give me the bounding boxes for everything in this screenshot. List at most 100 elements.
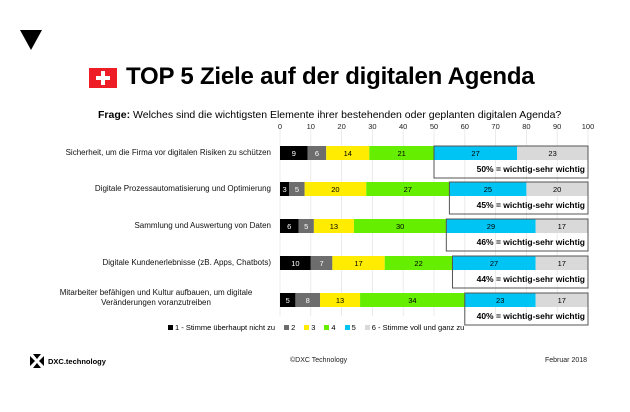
bar-value-label: 30 (396, 222, 404, 231)
bar-value-label: 29 (487, 222, 495, 231)
legend-label: 6 - Stimme voll und ganz zu (371, 323, 465, 332)
bar-segment (526, 182, 588, 196)
legend-label: 1 - Stimme überhaupt nicht zu (175, 323, 276, 332)
importance-annotation: 50% = wichtig-sehr wichtig (477, 164, 585, 174)
bar-value-label: 17 (354, 259, 362, 268)
legend-swatch (168, 325, 173, 330)
legend-swatch (284, 325, 290, 330)
legend-item: 2 (284, 323, 295, 332)
bar-segment (313, 219, 354, 233)
copyright-text: ©DXC Technology (290, 357, 348, 364)
bar-value-label: 27 (404, 185, 412, 194)
bar-value-label: 21 (397, 149, 405, 158)
importance-highlight-box (451, 255, 589, 289)
bar-value-label: 5 (286, 296, 290, 305)
importance-annotation: 45% = wichtig-sehr wichtig (477, 200, 585, 210)
bar-value-label: 6 (287, 222, 291, 231)
legend-item: 4 (324, 323, 336, 332)
legend-label: 4 (331, 323, 336, 332)
bar-segment (310, 256, 333, 270)
x-tick-label: 30 (368, 122, 376, 131)
bar-segment (320, 293, 361, 307)
bar-segment (434, 146, 518, 160)
bar-segment (360, 293, 465, 307)
bar-segment (289, 182, 305, 196)
bar-value-label: 13 (330, 222, 338, 231)
category-label: Sicherheit, um die Firma vor digitalen R… (65, 148, 271, 157)
importance-highlight-box (464, 292, 589, 326)
bar-segment (535, 293, 588, 307)
legend-item: 6 - Stimme voll und ganz zu (364, 323, 465, 332)
bar-value-label: 7 (319, 259, 323, 268)
importance-annotation: 44% = wichtig-sehr wichtig (477, 274, 585, 284)
dxc-logo-icon (30, 354, 44, 368)
swiss-flag-icon (89, 68, 117, 88)
bar-value-label: 9 (292, 149, 296, 158)
bar-value-label: 3 (283, 185, 287, 194)
bar-value-label: 22 (414, 259, 422, 268)
x-tick-label: 0 (278, 122, 282, 131)
bar-segment (307, 146, 327, 160)
bar-value-label: 13 (336, 296, 344, 305)
x-tick-label: 40 (399, 122, 407, 131)
bar-value-label: 20 (553, 185, 561, 194)
importance-highlight-box (433, 145, 589, 179)
importance-highlight-box (445, 218, 589, 252)
bar-segment (298, 219, 314, 233)
legend-swatch (364, 325, 370, 330)
bar-segment (517, 146, 588, 160)
question-prefix: Frage: (98, 109, 131, 121)
dxc-logo: DXC.technology (30, 354, 106, 368)
legend-label: 2 (291, 323, 296, 332)
x-tick-label: 60 (461, 122, 469, 131)
bar-segment (332, 256, 385, 270)
x-tick-label: 100 (582, 122, 595, 131)
bar-value-label: 25 (484, 185, 492, 194)
bar-value-label: 23 (548, 149, 556, 158)
collapse-triangle-icon (20, 30, 42, 50)
importance-annotation: 46% = wichtig-sehr wichtig (477, 237, 585, 247)
bar-segment (280, 146, 308, 160)
question-text: Frage: Welches sind die wichtigsten Elem… (98, 109, 561, 121)
x-tick-label: 10 (307, 122, 315, 131)
x-tick-label: 50 (430, 122, 438, 131)
bar-value-label: 34 (408, 296, 416, 305)
bar-segment (353, 219, 447, 233)
bar-value-label: 20 (331, 185, 339, 194)
question-body: Welches sind die wichtigsten Elemente ih… (130, 109, 562, 121)
category-label: Digitale Prozessautomatisierung und Opti… (94, 184, 271, 193)
legend-item: 5 (344, 323, 356, 332)
category-label: Digitale Kundenerlebnisse (zB. Apps, Cha… (102, 258, 271, 267)
legend-label: 3 (311, 323, 316, 332)
bar-segment (280, 182, 290, 196)
legend-item: 1 - Stimme überhaupt nicht zu (168, 323, 275, 332)
importance-annotation: 40% = wichtig-sehr wichtig (477, 311, 585, 321)
page-title: TOP 5 Ziele auf der digitalen Agenda (126, 63, 535, 90)
legend-swatch (344, 325, 350, 330)
legend-swatch (304, 325, 310, 330)
bar-value-label: 8 (306, 296, 310, 305)
bar-segment (449, 182, 527, 196)
bar-segment (304, 182, 367, 196)
bar-segment (384, 256, 453, 270)
logo-text: DXC.technology (48, 356, 106, 366)
bar-value-label: 5 (295, 185, 299, 194)
bar-segment (366, 182, 450, 196)
date-text: Februar 2018 (545, 357, 588, 364)
bar-segment (369, 146, 434, 160)
bar-segment (535, 219, 588, 233)
bar-segment (326, 146, 370, 160)
bar-segment (280, 293, 296, 307)
legend-item: 3 (304, 323, 315, 332)
bar-value-label: 5 (304, 222, 308, 231)
bar-segment (464, 293, 536, 307)
x-tick-label: 70 (491, 122, 499, 131)
bar-segment (535, 256, 588, 270)
bar-value-label: 27 (471, 149, 479, 158)
bar-segment (452, 256, 536, 270)
bar-value-label: 10 (291, 259, 299, 268)
bar-value-label: 17 (558, 296, 566, 305)
category-label: Sammlung und Auswertung von Daten (134, 221, 271, 230)
legend-label: 5 (351, 323, 356, 332)
